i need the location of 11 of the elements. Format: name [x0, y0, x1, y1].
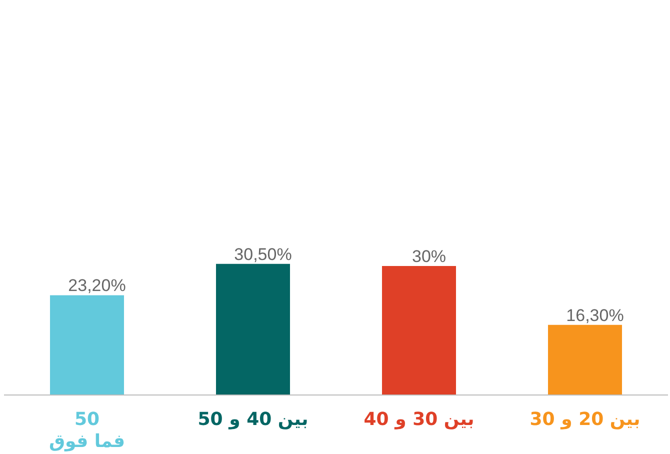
- bar: [50, 295, 124, 395]
- x-tick-label: بين 20 و 30: [530, 409, 640, 430]
- bar: [382, 266, 456, 395]
- data-label: 30,50%: [234, 244, 292, 264]
- data-label: 30%: [412, 246, 446, 266]
- bar: [216, 264, 290, 395]
- x-tick-label: بين 40 و 50: [198, 409, 308, 430]
- data-label: 16,30%: [566, 306, 624, 325]
- bar: [548, 324, 622, 395]
- data-label: 23,20%: [68, 276, 126, 296]
- x-tick-label: بين 30 و 40: [364, 409, 474, 430]
